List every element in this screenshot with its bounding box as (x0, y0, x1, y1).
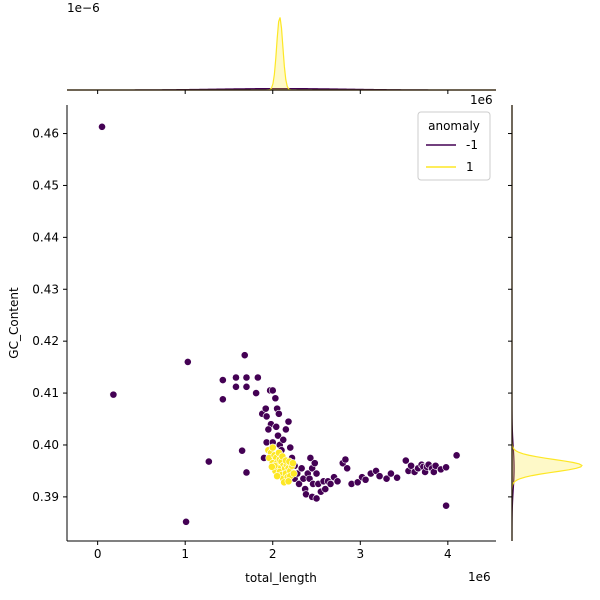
scatter-point-neg1 (271, 394, 280, 403)
right-marginal-ticks (508, 133, 512, 498)
scatter-point-neg1 (218, 376, 227, 384)
scatter-point-pos1 (267, 462, 276, 471)
scatter-point-neg1 (321, 485, 330, 493)
scatter-point-neg1 (98, 122, 106, 131)
scatter-point-neg1 (297, 464, 306, 473)
scatter-point-neg1 (279, 435, 288, 444)
y-tick-label: 0.44 (32, 230, 59, 244)
main-plot: 0 1 2 3 4 0.39 0.40 0.41 0.42 0.43 0.44 0.45 0.46 t… (7, 105, 496, 585)
scatter-point-neg1 (109, 390, 118, 399)
scatter-point-neg1 (382, 474, 391, 483)
scatter-point-neg1 (252, 389, 261, 397)
x-axis-scale-label: 1e6 (468, 570, 491, 584)
x-axis-label: total_length (245, 571, 317, 585)
scatter-point-neg1 (387, 469, 395, 478)
scatter-point-neg1 (218, 395, 227, 404)
scatter-point-neg1 (393, 473, 401, 482)
scatter-point-neg1 (442, 463, 450, 472)
scatter-point-neg1 (262, 412, 271, 421)
scatter-point-neg1 (274, 409, 283, 418)
x-tick-label: 4 (444, 547, 452, 561)
scatter-point-neg1 (183, 358, 192, 366)
legend-frame (417, 111, 491, 181)
y-tick-label: 0.40 (32, 438, 59, 452)
scatter-point-neg1 (286, 443, 295, 452)
y-tick-label: 0.43 (32, 282, 59, 296)
scatter-point-neg1 (431, 461, 440, 470)
scatter-point-neg1 (452, 451, 461, 460)
top-marginal-scale-label: 1e−6 (67, 1, 100, 15)
scatter-point-pos1 (273, 472, 282, 481)
scatter-point-neg1 (261, 404, 270, 413)
scatter-point-neg1 (242, 382, 251, 391)
scatter-point-neg1 (312, 494, 321, 503)
scatter-points (98, 122, 461, 526)
scatter-point-neg1 (361, 475, 370, 484)
scatter-point-neg1 (238, 446, 247, 455)
scatter-point-neg1 (264, 425, 273, 434)
top-marginal: 1e−6 (67, 1, 496, 94)
legend-label-pos1: 1 (466, 160, 474, 174)
scatter-point-neg1 (284, 417, 293, 426)
scatter-point-neg1 (312, 469, 321, 478)
scatter-point-pos1 (289, 469, 298, 478)
scatter-point-neg1 (442, 501, 450, 510)
x-tick-label: 1 (181, 547, 189, 561)
scatter-point-pos1 (284, 477, 293, 486)
scatter-point-neg1 (401, 456, 410, 465)
scatter-point-neg1 (306, 454, 315, 462)
x-tick-label: 2 (269, 547, 277, 561)
y-axis-ticks: 0.39 0.40 0.41 0.42 0.43 0.44 0.45 0.46 (32, 127, 67, 504)
scatter-point-neg1 (242, 373, 251, 382)
scatter-point-neg1 (272, 422, 281, 431)
scatter-point-neg1 (341, 455, 350, 464)
scatter-point-neg1 (310, 459, 319, 468)
scatter-point-neg1 (242, 468, 251, 477)
y-axis-label: GC_Content (7, 287, 21, 359)
y-tick-label: 0.41 (32, 386, 59, 400)
scatter-point-neg1 (253, 373, 262, 382)
scatter-point-neg1 (326, 480, 335, 488)
scatter-point-neg1 (333, 477, 342, 486)
y-tick-label: 0.46 (32, 127, 59, 141)
scatter-point-pos1 (288, 459, 297, 468)
y-tick-label: 0.39 (32, 490, 59, 504)
scatter-point-neg1 (274, 431, 282, 440)
scatter-point-neg1 (295, 480, 303, 488)
scatter-point-neg1 (182, 517, 190, 526)
scatter-point-neg1 (240, 351, 249, 360)
scatter-point-neg1 (204, 457, 213, 466)
x-axis-ticks: 0 1 2 3 4 (94, 541, 452, 561)
right-marginal-scale-label: 1e6 (470, 93, 493, 107)
scatter-point-neg1 (232, 373, 240, 382)
scatter-point-neg1 (232, 382, 240, 391)
y-tick-label: 0.42 (32, 334, 59, 348)
legend-title: anomaly (428, 119, 480, 133)
x-tick-label: 0 (94, 547, 102, 561)
top-marginal-ticks (97, 90, 449, 94)
scatter-point-neg1 (268, 386, 277, 395)
legend-label-neg1: -1 (466, 138, 478, 152)
scatter-point-neg1 (407, 461, 415, 470)
scatter-point-neg1 (375, 472, 384, 481)
x-tick-label: 3 (356, 547, 364, 561)
right-marginal: 1e6 (470, 93, 583, 542)
scatter-point-neg1 (353, 478, 362, 487)
y-tick-label: 0.45 (32, 178, 59, 192)
scatter-point-neg1 (281, 425, 290, 434)
scatter-point-pos1 (268, 443, 277, 452)
scatter-point-neg1 (343, 464, 352, 473)
legend: anomaly -1 1 (417, 111, 491, 181)
